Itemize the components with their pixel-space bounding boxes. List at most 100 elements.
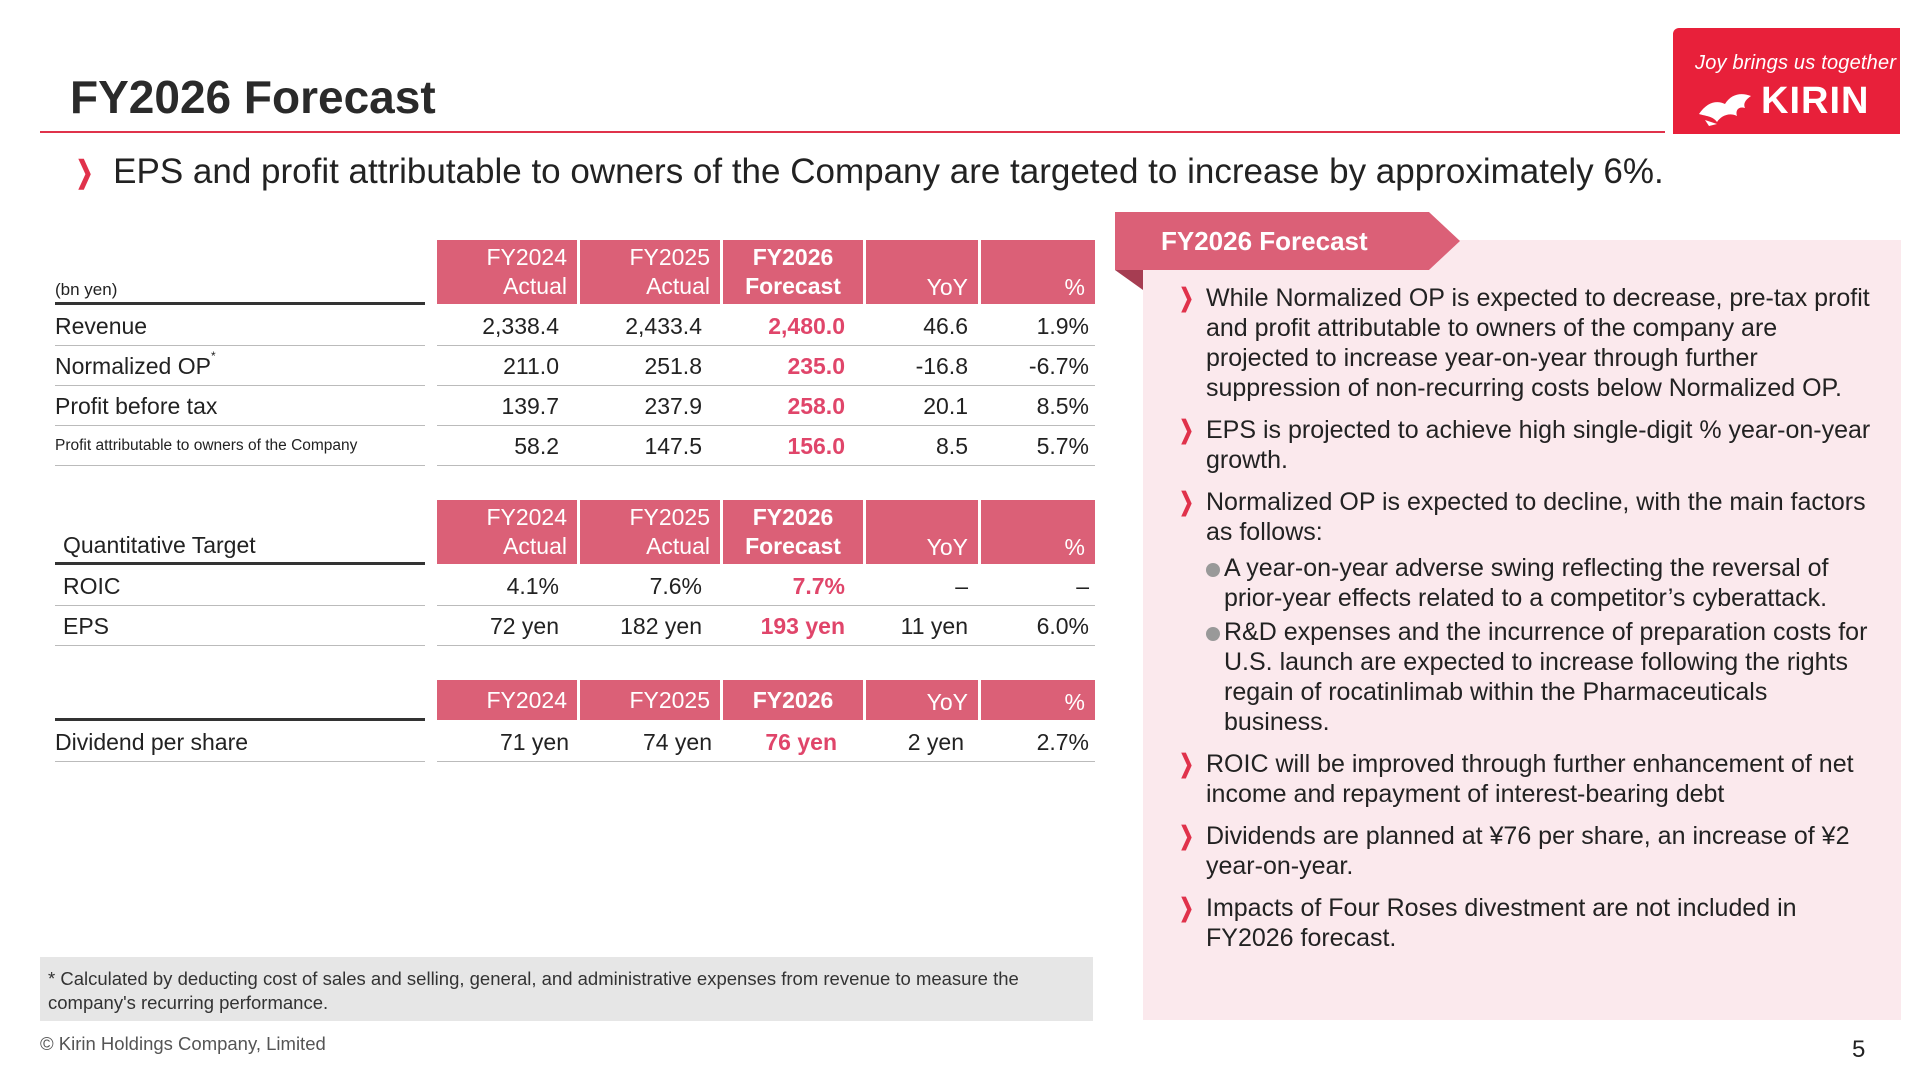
column-header: FY2024 Actual [437,500,577,564]
bullet-dot-icon [1206,627,1220,641]
bullet-text: Normalized OP is expected to decline, wi… [1206,488,1866,546]
chevron-right-icon: ❯ [1179,416,1194,444]
column-header: % [981,240,1095,304]
row-cells: 58.2 147.5 156.0 8.5 5.7% [437,426,1095,466]
row-label: ROIC [55,566,425,606]
cell: 72 yen [489,613,559,639]
cell-highlight: 76 yen [765,729,837,755]
header-text: FY2025 Actual [629,504,710,559]
header-text: FY2024 Actual [486,504,567,559]
chevron-right-icon: ❯ [1179,750,1194,778]
list-item: ❯ EPS is projected to achieve high single… [1176,415,1876,475]
cell: 139.7 [501,393,559,419]
header-text: YoY [926,274,968,300]
table-row: EPS 72 yen 182 yen 193 yen 11 yen 6.0% [55,606,1095,646]
bullet-text: EPS is projected to achieve high single-… [1206,416,1871,474]
cell-highlight: 235.0 [787,353,845,379]
list-item: ❯ Normalized OP is expected to decline, w… [1176,487,1876,547]
table-label: Quantitative Target [63,532,256,558]
header-text: FY2026 Forecast [745,504,841,559]
cell: 251.8 [644,353,702,379]
list-item: ❯ Dividends are planned at ¥76 per share,… [1176,821,1876,881]
chevron-right-icon: ❯ [1179,894,1194,922]
panel-title: FY2026 Forecast [1115,212,1460,270]
cell: 5.7% [1036,433,1089,459]
cell: 20.1 [923,393,968,419]
row-label-text: Normalized OP [55,353,211,379]
sub-bullet-text: R&D expenses and the incurrence of prepa… [1224,618,1868,736]
cell: -6.7% [1028,353,1089,379]
sub-list-item: R&D expenses and the incurrence of prepa… [1176,617,1876,737]
column-header: FY2026 Forecast [723,500,863,564]
column-header: FY2026 [723,680,863,720]
bullet-dot-icon [1206,563,1220,577]
column-header: % [981,500,1095,564]
header-text: FY2026 Forecast [745,244,841,299]
cell-highlight: 7.7% [792,573,845,599]
footnote-marker: * [210,349,216,363]
column-header: YoY [866,680,978,720]
cell: 8.5 [936,433,968,459]
row-label-text: Dividend per share [55,729,249,755]
title-divider [40,131,1665,133]
cell: 2.7% [1036,729,1089,755]
footnote: * Calculated by deducting cost of sales … [40,957,1093,1021]
cell: – [1076,573,1089,599]
list-item: ❯ ROIC will be improved through further e… [1176,749,1876,809]
row-label-text: EPS [63,613,110,639]
table-row: Normalized OP* 211.0 251.8 235.0 -16.8 -… [55,346,1095,386]
column-header: FY2024 Actual [437,240,577,304]
column-header: FY2025 Actual [580,240,720,304]
row-cells: 72 yen 182 yen 193 yen 11 yen 6.0% [437,606,1095,646]
cell: 6.0% [1036,613,1089,639]
cell: 74 yen [642,729,712,755]
page-number: 5 [1852,1036,1866,1063]
cell: 1.9% [1036,313,1089,339]
label-rule [55,718,425,721]
brand-tagline: Joy brings us together [1695,52,1897,74]
column-header: % [981,680,1095,720]
row-label-text: ROIC [63,573,121,599]
headline: ❯ EPS and profit attributable to owners … [72,152,1664,192]
table-row: ROIC 4.1% 7.6% 7.7% – – [55,566,1095,606]
chevron-right-icon: ❯ [1179,284,1194,312]
cell-highlight: 156.0 [787,433,845,459]
header-text: % [1064,274,1085,300]
cell: 211.0 [503,353,559,379]
bullet-text: Dividends are planned at ¥76 per share, … [1206,822,1850,880]
row-cells: 211.0 251.8 235.0 -16.8 -6.7% [437,346,1095,386]
chevron-right-icon: ❯ [1179,488,1194,516]
row-cells: 4.1% 7.6% 7.7% – – [437,566,1095,606]
header-text: % [1064,534,1085,560]
cell: 237.9 [644,393,702,419]
header-text: FY2024 [486,687,567,713]
header-text: YoY [926,534,968,560]
forecast-panel [1143,240,1901,1020]
cell: 2,338.4 [482,313,559,339]
cell-highlight: 193 yen [760,613,845,639]
cell: 2 yen [907,729,964,755]
header-text: % [1064,689,1085,715]
header-text: FY2026 [752,687,834,713]
headline-text: EPS and profit attributable to owners of… [113,152,1664,191]
column-header: FY2025 [580,680,720,720]
cell-highlight: 258.0 [787,393,845,419]
list-item: ❯ While Normalized OP is expected to decr… [1176,283,1876,403]
cell: 11 yen [900,613,968,639]
cell: 147.5 [644,433,702,459]
dividend-table: FY2024 FY2025 FY2026 YoY % Dividend per … [55,680,1095,770]
cell: 8.5% [1036,393,1089,419]
table-row: Profit attributable to owners of the Com… [55,426,1095,466]
header-text: FY2024 Actual [486,244,567,299]
kirin-logo: Joy brings us together KIRIN [1673,28,1900,134]
cell-highlight: 2,480.0 [768,313,845,339]
bullet-text: While Normalized OP is expected to decre… [1206,284,1870,402]
bullet-text: Impacts of Four Roses divestment are not… [1206,894,1797,952]
cell: 2,433.4 [625,313,702,339]
label-rule [55,302,425,305]
table-row: Profit before tax 139.7 237.9 258.0 20.1… [55,386,1095,426]
cell: 46.6 [923,313,968,339]
row-label: EPS [55,606,425,646]
brand-name: KIRIN [1761,80,1870,122]
header-text: FY2025 Actual [629,244,710,299]
